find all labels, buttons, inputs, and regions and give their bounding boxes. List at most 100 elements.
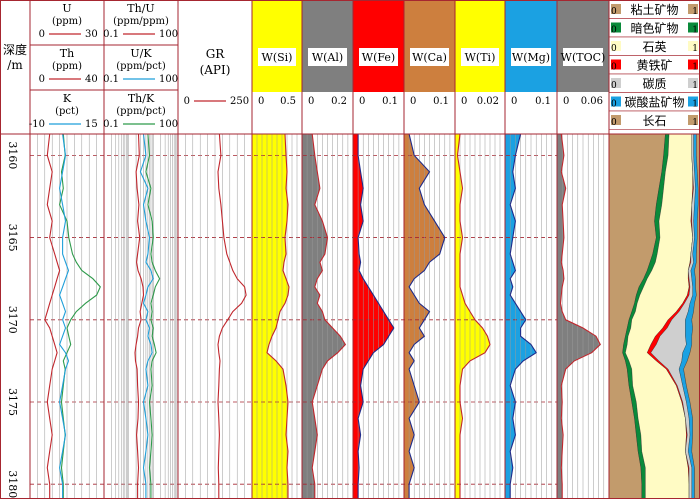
depth-tick-label: 3180 — [6, 470, 19, 498]
legend-max: 1 — [692, 7, 698, 17]
legend-label: 粘土矿物 — [630, 2, 678, 17]
track-title: Th/U — [127, 2, 154, 15]
scale-min: -10 — [29, 119, 45, 130]
legend-label: 碳质 — [642, 77, 666, 91]
track-name-box — [461, 48, 499, 66]
track-title: W(TOC) — [561, 51, 606, 64]
track-title: Th — [60, 47, 74, 60]
track-name-box — [410, 48, 449, 66]
legend-max: 1 — [692, 44, 698, 54]
scale-max: 100 — [159, 74, 178, 85]
element-curve-al — [311, 133, 347, 499]
scale-max: 100 — [159, 29, 178, 40]
scale-min: 0 — [563, 96, 569, 107]
track-title: W(Ti) — [465, 51, 496, 64]
curve-u — [44, 133, 61, 499]
track-name-box — [308, 48, 347, 66]
curve-u-k — [139, 133, 154, 499]
depth-tick-label: 3160 — [6, 141, 19, 169]
element-curve-ca — [408, 133, 446, 499]
depth-tick-label: 3170 — [6, 306, 19, 334]
scale-max: 0.06 — [581, 96, 603, 107]
legend-label-box — [621, 94, 688, 110]
track-header-bg — [455, 0, 505, 92]
track-header-bg — [557, 0, 609, 92]
curve-k — [58, 133, 70, 499]
scale-min: 0.1 — [103, 74, 119, 85]
legend-label: 碳酸盐矿物 — [624, 95, 684, 110]
curve-th-u — [134, 133, 145, 499]
track-header-bg — [404, 0, 455, 92]
legend-max: 1 — [692, 81, 698, 91]
track-header-bg — [353, 0, 404, 92]
scale-max: 0.1 — [535, 96, 551, 107]
scale-max: 0.1 — [382, 96, 398, 107]
legend-max: 1 — [692, 26, 698, 36]
legend-label: 石英 — [642, 40, 666, 54]
scale-box — [560, 94, 606, 107]
curve-gr — [217, 133, 247, 499]
legend-max: 1 — [692, 63, 698, 73]
scale-min: 0 — [359, 96, 365, 107]
track-header-bg — [505, 0, 557, 92]
legend-min: 0 — [611, 44, 617, 54]
legend-min: 0 — [611, 7, 617, 17]
legend-label-box — [621, 57, 688, 73]
track-unit: (API) — [200, 63, 231, 77]
element-fill-si — [252, 134, 289, 499]
scale-min: 0 — [410, 96, 416, 107]
scale-min: 0 — [461, 96, 467, 107]
legend-label-box — [621, 76, 688, 91]
track-title: K — [63, 92, 72, 105]
scale-min: 0 — [184, 96, 190, 107]
track-name-box — [511, 48, 551, 66]
legend-min: 0 — [611, 26, 617, 36]
element-curve-fe — [357, 134, 395, 499]
track-title: W(Mg) — [512, 51, 550, 64]
legend-label-box — [621, 39, 688, 54]
track-title: U — [62, 2, 71, 15]
track-unit: (ppm/ppm) — [113, 16, 169, 27]
legend-min: 0 — [611, 63, 617, 73]
legend-min: 0 — [611, 118, 617, 128]
legend-max: 1 — [692, 100, 698, 110]
track-title: GR — [206, 47, 226, 61]
legend-label-box — [621, 113, 688, 128]
scale-box — [407, 94, 452, 107]
legend-label: 长石 — [642, 114, 666, 128]
depth-axis-label: 深度 — [3, 42, 27, 57]
scale-max: 30 — [85, 29, 98, 40]
scale-box — [255, 94, 299, 107]
element-curve-toc — [559, 133, 601, 499]
scale-max: 250 — [230, 96, 249, 107]
depth-tick-label: 3165 — [6, 224, 19, 252]
track-title: Th/K — [128, 92, 155, 105]
legend-max: 1 — [692, 118, 698, 128]
legend-label-box — [621, 2, 688, 17]
curve-th-k — [145, 133, 161, 499]
legend-label: 暗色矿物 — [630, 21, 678, 36]
element-fill-toc — [557, 134, 601, 499]
scale-box — [458, 94, 502, 107]
track-name-box — [258, 48, 296, 66]
legend-min: 0 — [611, 100, 617, 110]
track-unit: (ppm/pct) — [116, 106, 166, 117]
track-header-bg — [252, 0, 302, 92]
scale-max: 100 — [159, 119, 178, 130]
scale-min: 0.1 — [103, 119, 119, 130]
scale-max: 0.5 — [280, 96, 296, 107]
mineral-area-feldspar — [683, 133, 700, 499]
scale-max: 0.02 — [477, 96, 499, 107]
track-title: U/K — [130, 47, 152, 60]
depth-tick-label: 3175 — [6, 388, 19, 416]
scale-min: 0 — [511, 96, 517, 107]
track-title: W(Fe) — [362, 51, 395, 64]
scale-max: 0.1 — [433, 96, 449, 107]
track-header-bg — [302, 0, 353, 92]
scale-min: 0 — [258, 96, 264, 107]
scale-min: 0 — [308, 96, 314, 107]
scale-box — [356, 94, 401, 107]
scale-max: 40 — [85, 74, 98, 85]
scale-box — [305, 94, 350, 107]
